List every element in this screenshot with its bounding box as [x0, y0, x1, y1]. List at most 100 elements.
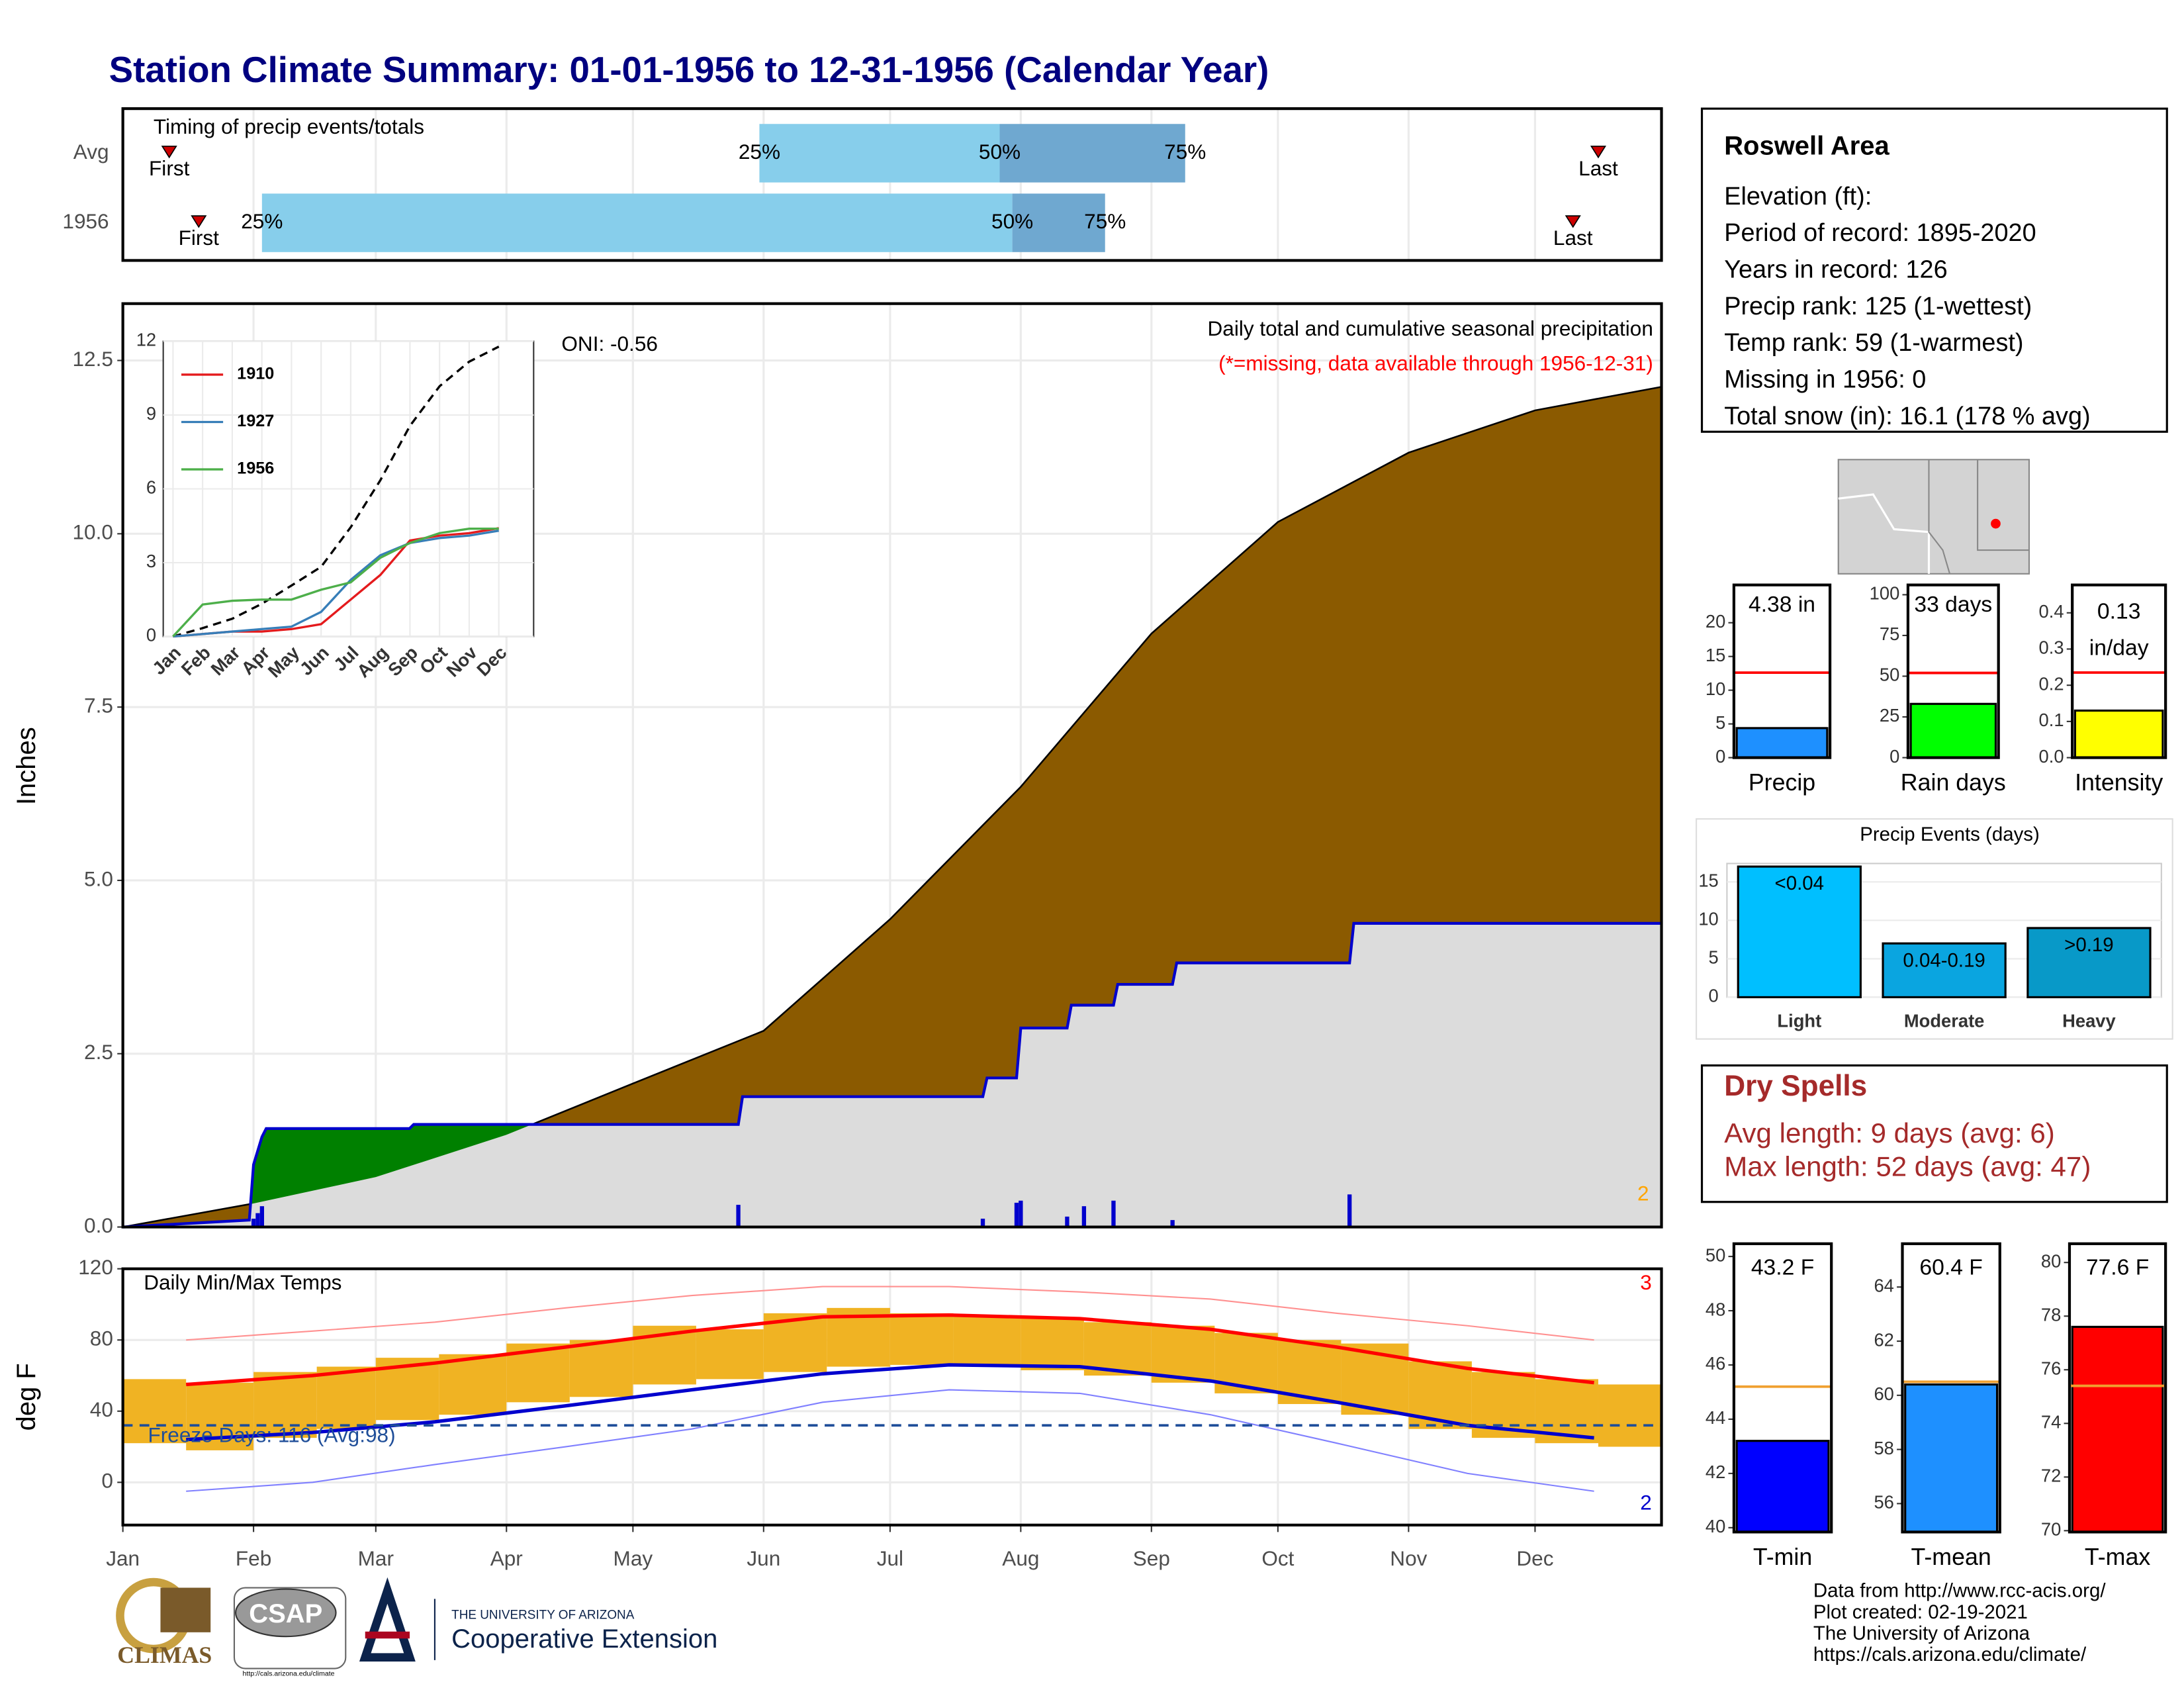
y-tick-label: 5: [1709, 947, 1719, 968]
summary-frame: [1906, 583, 2000, 759]
map-border: [1838, 493, 1931, 574]
y-tick-label: 10: [1706, 679, 1725, 699]
x-tick-label: Feb: [236, 1546, 271, 1570]
y-tick-label: 60: [1874, 1383, 1893, 1404]
row-label: Avg: [73, 140, 109, 164]
summary-bar: [2071, 1325, 2164, 1533]
record-line: [186, 1389, 1594, 1492]
quartile-label: 25%: [241, 209, 283, 233]
y-tick-label: 64: [1874, 1275, 1893, 1295]
event-marker: [1565, 215, 1581, 228]
y-tick-label: 7.5: [84, 693, 113, 717]
summary-frame: [2071, 583, 2167, 759]
summary-frame: [1732, 1242, 1833, 1534]
y-axis-label: Inches: [12, 727, 41, 805]
inset-line: [172, 346, 500, 638]
count-label: 2: [1640, 1491, 1652, 1515]
daily-bar: [980, 1219, 985, 1227]
y-tick-label: 0: [101, 1469, 113, 1493]
y-tick-label: 0.1: [2039, 710, 2064, 730]
daily-bar: [1019, 1200, 1023, 1227]
freeze-label: Freeze Days: 116 (Avg:98): [148, 1423, 396, 1446]
y-tick-label: 78: [2041, 1304, 2061, 1325]
panel-frame: [121, 1267, 1663, 1526]
summary-bar: [1904, 1383, 1999, 1533]
average-line: [185, 1313, 1594, 1387]
events-panel: [1696, 818, 2173, 1040]
legend-label: 1927: [237, 412, 274, 430]
daily-bar: [736, 1205, 741, 1227]
y-tick-label: 120: [78, 1255, 113, 1279]
y-tick-label: 76: [2041, 1358, 2061, 1378]
y-tick-label: 0: [1709, 986, 1719, 1006]
csap-label: CSAP: [249, 1599, 322, 1628]
x-tick-label: Moderate: [1904, 1011, 1985, 1031]
daily-bar: [1347, 1194, 1352, 1227]
value-label: 77.6 F: [2086, 1256, 2149, 1280]
daily-bar: [255, 1213, 260, 1227]
panel-title: Timing of precip events/totals: [154, 115, 424, 138]
x-tick-label: Jun: [747, 1546, 780, 1570]
y-tick-label: 0.4: [2039, 601, 2064, 622]
info-title: Roswell Area: [1724, 132, 1889, 161]
chart-title: Precip Events (days): [1860, 823, 2040, 845]
temp-bar: [889, 1313, 954, 1365]
x-tick-label: Light: [1777, 1011, 1821, 1031]
y-tick-label: 3: [146, 551, 156, 571]
x-tick-label: Jan: [106, 1546, 140, 1570]
csap-url: http://cals.arizona.edu/climate: [243, 1670, 335, 1678]
y-tick-label: 0: [1715, 746, 1725, 767]
y-tick-label: 80: [90, 1327, 113, 1350]
x-tick-label: Aug: [1002, 1546, 1039, 1570]
temp-bar: [122, 1379, 187, 1444]
summary-bar: [1909, 702, 1997, 759]
y-tick-label: 72: [2041, 1466, 2061, 1486]
quartile-bar: [999, 124, 1185, 183]
daily-bar: [1170, 1220, 1175, 1227]
y-tick-label: 5: [1715, 712, 1725, 733]
y-tick-label: 0.2: [2039, 673, 2064, 694]
value-label: 43.2 F: [1751, 1256, 1814, 1280]
bar-label: 0.04-0.19: [1903, 949, 1985, 971]
y-tick-label: 58: [1874, 1438, 1893, 1458]
y-tick-label: 9: [146, 403, 156, 424]
climas-label: CLIMAS: [117, 1642, 212, 1668]
event-marker: [161, 146, 177, 159]
missing-note: (*=missing, data available through 1956-…: [1218, 352, 1653, 375]
oni-label: ONI: -0.56: [561, 332, 658, 355]
bar: [1737, 865, 1862, 999]
y-tick-label: 5.0: [84, 867, 113, 890]
current-area: [122, 923, 1662, 1227]
extension-label: Cooperative Extension: [451, 1624, 717, 1654]
y-tick-label: 0: [146, 625, 156, 645]
panel-title: Daily Min/Max Temps: [144, 1270, 341, 1294]
temp-bar: [569, 1340, 633, 1397]
inset-line: [173, 530, 499, 638]
bar-label: <0.04: [1775, 872, 1825, 894]
y-tick-label: 100: [1870, 583, 1900, 604]
x-axis-label: Precip: [1749, 769, 1815, 796]
footer-line: The University of Arizona: [1813, 1622, 2030, 1644]
y-tick-label: 15: [1706, 645, 1725, 665]
info-line: Period of record: 1895-2020: [1724, 219, 2036, 247]
info-box: [1700, 107, 2168, 433]
daily-bar: [1081, 1206, 1087, 1227]
x-tick-label: Sep: [1133, 1546, 1170, 1570]
info-line: Precip rank: 125 (1-wettest): [1724, 293, 2032, 320]
event-marker: [191, 215, 207, 228]
y-tick-label: 80: [2041, 1250, 2061, 1271]
y-tick-label: 20: [1706, 611, 1725, 632]
temp-bar: [953, 1317, 1021, 1367]
temp-bar: [253, 1372, 317, 1438]
panel-frame: [121, 107, 1663, 262]
y-tick-label: 46: [1706, 1353, 1725, 1374]
footer-line: https://cals.arizona.edu/climate/: [1813, 1644, 2087, 1665]
unit-label: in/day: [2089, 635, 2149, 660]
footer-line: Plot created: 02-19-2021: [1813, 1601, 2028, 1623]
y-tick-label: 0: [1889, 746, 1899, 767]
temp-bar: [1598, 1384, 1662, 1447]
event-label: First: [149, 156, 190, 180]
y-tick-label: 42: [1706, 1462, 1725, 1482]
y-axis-label: deg F: [12, 1363, 41, 1430]
